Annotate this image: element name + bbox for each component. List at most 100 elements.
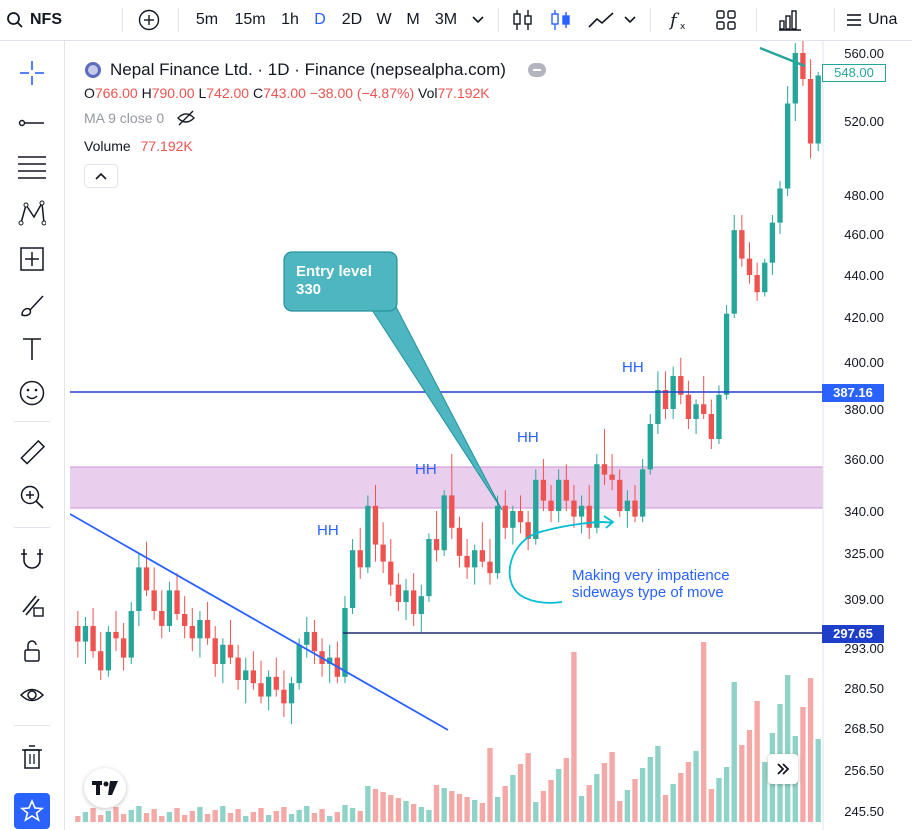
callout-box[interactable] bbox=[283, 251, 398, 312]
fib-tool[interactable] bbox=[12, 147, 52, 187]
volume-bar bbox=[449, 791, 455, 822]
volume-bar bbox=[357, 811, 363, 822]
volume-bars bbox=[75, 642, 821, 822]
interval-m[interactable]: M bbox=[406, 11, 420, 28]
volume-bar bbox=[105, 811, 112, 822]
ma-row[interactable]: MA 9 close 0 bbox=[84, 104, 546, 132]
crosshair-icon bbox=[20, 61, 44, 85]
candle-body bbox=[502, 505, 508, 528]
trash-icon bbox=[22, 745, 42, 769]
volume-bar bbox=[311, 813, 318, 822]
candle-body bbox=[304, 631, 310, 645]
volume-bar bbox=[273, 811, 279, 822]
candle-body bbox=[418, 596, 424, 614]
sideways-note: Making very impatience sideways type of … bbox=[572, 567, 730, 601]
volume-bar bbox=[212, 810, 218, 822]
candles bbox=[75, 41, 821, 724]
candle-body bbox=[449, 495, 455, 528]
change-value: −38.00 (−4.87%) bbox=[309, 85, 415, 101]
candle-body bbox=[98, 651, 104, 671]
candle-body bbox=[182, 613, 188, 626]
volume-bar bbox=[578, 796, 585, 822]
volume-row[interactable]: Volume 77.192K bbox=[84, 132, 546, 160]
price-tick-label: 340.00 bbox=[844, 504, 884, 519]
remove-drawings-tool[interactable] bbox=[12, 737, 52, 777]
candle-body bbox=[639, 469, 646, 517]
hide-drawings-tool[interactable] bbox=[12, 675, 52, 715]
volume-bar bbox=[204, 814, 211, 822]
entry-line-2: 330 bbox=[296, 281, 322, 298]
volume-bar bbox=[472, 800, 478, 822]
high-label: H bbox=[141, 85, 152, 101]
alerts-menu-button[interactable]: Una bbox=[846, 0, 912, 40]
interval-1h[interactable]: 1h bbox=[281, 11, 299, 28]
magnet-tool[interactable] bbox=[12, 539, 52, 579]
candle-body bbox=[601, 464, 608, 475]
price-tick-label: 293.00 bbox=[844, 641, 884, 656]
interval-dropdown[interactable] bbox=[468, 0, 488, 40]
star-icon bbox=[20, 799, 44, 822]
candle-body bbox=[777, 188, 783, 223]
stay-drawing-tool[interactable] bbox=[12, 585, 52, 625]
interval-15m[interactable]: 15m bbox=[234, 11, 266, 28]
candle-body bbox=[105, 631, 112, 671]
layout-button[interactable] bbox=[706, 0, 746, 40]
candle-body bbox=[739, 230, 745, 259]
line-chart-button[interactable] bbox=[584, 0, 618, 40]
trend-line-tool[interactable] bbox=[12, 103, 52, 143]
volume-bar bbox=[517, 764, 524, 822]
candle-body bbox=[357, 550, 363, 568]
volume-bar bbox=[365, 786, 371, 822]
volume-bar bbox=[250, 812, 257, 822]
measure-tool[interactable] bbox=[12, 433, 52, 473]
legend-title[interactable]: Nepal Finance Ltd. · 1D · Finance (nepse… bbox=[110, 60, 506, 79]
volume-bar bbox=[762, 762, 768, 822]
compare-add-button[interactable] bbox=[134, 0, 164, 40]
emoji-tool[interactable] bbox=[12, 373, 52, 413]
candle-body bbox=[243, 670, 249, 680]
lock-drawings-tool[interactable] bbox=[12, 631, 52, 671]
brush-tool[interactable] bbox=[12, 285, 52, 325]
volume-bar bbox=[731, 682, 737, 822]
trend-line[interactable] bbox=[70, 513, 449, 731]
candle-body bbox=[281, 689, 287, 704]
candle-body bbox=[517, 511, 524, 523]
crosshair-tool[interactable] bbox=[12, 53, 52, 93]
volume-bar bbox=[510, 775, 516, 822]
scroll-to-realtime-button[interactable] bbox=[768, 754, 798, 784]
volume-bar bbox=[632, 779, 638, 822]
interval-2d[interactable]: 2D bbox=[341, 11, 363, 28]
trend-line-top[interactable] bbox=[759, 46, 806, 68]
collapse-indicators-button[interactable] bbox=[84, 164, 118, 188]
candle-body bbox=[380, 544, 386, 562]
favorites-button[interactable] bbox=[14, 793, 50, 829]
symbol-name: NFS bbox=[30, 11, 62, 28]
symbol-search[interactable]: NFS bbox=[6, 0, 86, 40]
volume-bar bbox=[120, 814, 127, 822]
candles-button[interactable] bbox=[544, 0, 578, 40]
pattern-tool[interactable] bbox=[12, 193, 52, 233]
candle-body bbox=[685, 394, 692, 419]
volume-bar bbox=[281, 807, 287, 822]
interval-w[interactable]: W bbox=[376, 11, 392, 28]
prediction-tool[interactable] bbox=[12, 239, 52, 279]
volume-bar bbox=[349, 808, 356, 822]
financials-button[interactable] bbox=[770, 0, 810, 40]
collapse-legend-button[interactable] bbox=[527, 63, 546, 77]
interval-d[interactable]: D bbox=[314, 11, 326, 28]
volume-bar bbox=[143, 813, 150, 822]
fib-lines-icon bbox=[18, 156, 46, 179]
interval-3m[interactable]: 3M bbox=[434, 11, 458, 28]
hh-label-1: HH bbox=[317, 522, 339, 539]
bar-style-button[interactable] bbox=[506, 0, 540, 40]
text-tool[interactable] bbox=[12, 329, 52, 369]
pattern-icon bbox=[18, 200, 46, 226]
chart-type-dropdown[interactable] bbox=[620, 0, 640, 40]
tradingview-logo[interactable] bbox=[84, 768, 126, 808]
eye-hidden-icon[interactable] bbox=[176, 109, 196, 127]
price-chart[interactable] bbox=[70, 41, 912, 830]
zoom-tool[interactable] bbox=[12, 477, 52, 517]
interval-5m[interactable]: 5m bbox=[195, 11, 219, 28]
